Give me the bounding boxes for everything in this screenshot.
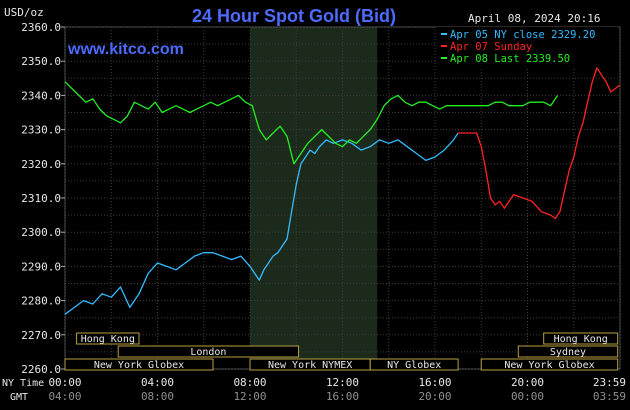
session-box xyxy=(64,358,214,371)
x-axis-ticks: 00:0004:0004:0008:0008:0012:0012:0016:00… xyxy=(48,376,626,403)
session-box xyxy=(76,332,140,345)
session-label: New York Globex xyxy=(94,360,184,371)
x-tick-label-ny: 00:00 xyxy=(48,376,81,389)
session-box xyxy=(543,332,619,345)
session-box xyxy=(480,358,619,371)
series-line-1 xyxy=(458,67,620,220)
x-tick-label-ny: 12:00 xyxy=(326,376,359,389)
y-tick-label: 2270.0 xyxy=(21,329,61,342)
ny-time-label: NY Time xyxy=(2,378,44,389)
x-tick-label-gmt: 00:00 xyxy=(511,390,544,403)
y-axis-ticks: 2260.0 2270.0 2280.0 2290.0 2300.0 2310.0 2320… xyxy=(21,21,65,376)
nymex-shaded-region xyxy=(250,27,378,369)
session-label: London xyxy=(190,347,226,358)
series-line-0 xyxy=(64,132,459,315)
legend-item-last: Apr 08 Last 2339.50 xyxy=(450,53,570,65)
legend-item-ny-close: Apr 05 NY close 2329.20 xyxy=(450,29,595,41)
chart-title: 24 Hour Spot Gold (Bid) xyxy=(192,6,396,26)
y-tick-label: 2350.0 xyxy=(21,55,61,68)
shaded-band xyxy=(250,27,378,369)
y-tick-label: 2300.0 xyxy=(21,226,61,239)
y-tick-label: 2310.0 xyxy=(21,192,61,205)
x-tick-label-gmt: 08:00 xyxy=(141,390,174,403)
session-label: New York Globex xyxy=(504,360,594,371)
legend-box xyxy=(436,27,618,67)
session-label: New York NYMEX xyxy=(268,360,352,371)
session-box xyxy=(117,345,300,358)
market-sessions: Hong Kong Hong Kong London Sydney New York G… xyxy=(64,332,619,371)
y-tick-label: 2290.0 xyxy=(21,260,61,273)
legend-item-sunday: Apr 07 Sunday xyxy=(450,41,532,53)
series-line-2 xyxy=(64,81,559,165)
x-tick-label-ny: 23:59 xyxy=(593,376,626,389)
session-label: Hong Kong xyxy=(81,334,135,345)
chart-datetime: April 08, 2024 20:16 xyxy=(468,12,600,25)
x-tick-label-ny: 04:00 xyxy=(141,376,174,389)
y-tick-label: 2320.0 xyxy=(21,158,61,171)
x-tick-label-ny: 16:00 xyxy=(418,376,451,389)
x-tick-label-gmt: 04:00 xyxy=(48,390,81,403)
price-series xyxy=(64,67,620,315)
x-tick-label-gmt: 20:00 xyxy=(418,390,451,403)
session-box xyxy=(369,358,459,371)
y-tick-label: 2330.0 xyxy=(21,124,61,137)
x-tick-label-gmt: 16:00 xyxy=(326,390,359,403)
y-tick-label: 2340.0 xyxy=(21,89,61,102)
y-axis-units: USD/oz xyxy=(4,6,44,19)
chart-grid xyxy=(64,26,621,370)
kitco-watermark: www.kitco.com xyxy=(67,41,184,58)
session-label: Sydney xyxy=(550,347,586,358)
chart-legend: Apr 05 NY close 2329.20 Apr 07 Sunday Ap… xyxy=(436,27,618,67)
x-tick-label-gmt: 12:00 xyxy=(233,390,266,403)
y-tick-label: 2360.0 xyxy=(21,21,61,34)
x-tick-label-gmt: 03:59 xyxy=(593,390,626,403)
x-tick-label-ny: 08:00 xyxy=(233,376,266,389)
session-box xyxy=(517,345,619,358)
x-tick-label-ny: 20:00 xyxy=(511,376,544,389)
y-tick-label: 2260.0 xyxy=(21,363,61,376)
y-tick-label: 2280.0 xyxy=(21,295,61,308)
session-label: Hong Kong xyxy=(554,334,608,345)
session-label: NY Globex xyxy=(387,360,441,371)
gmt-label: GMT xyxy=(10,392,28,403)
